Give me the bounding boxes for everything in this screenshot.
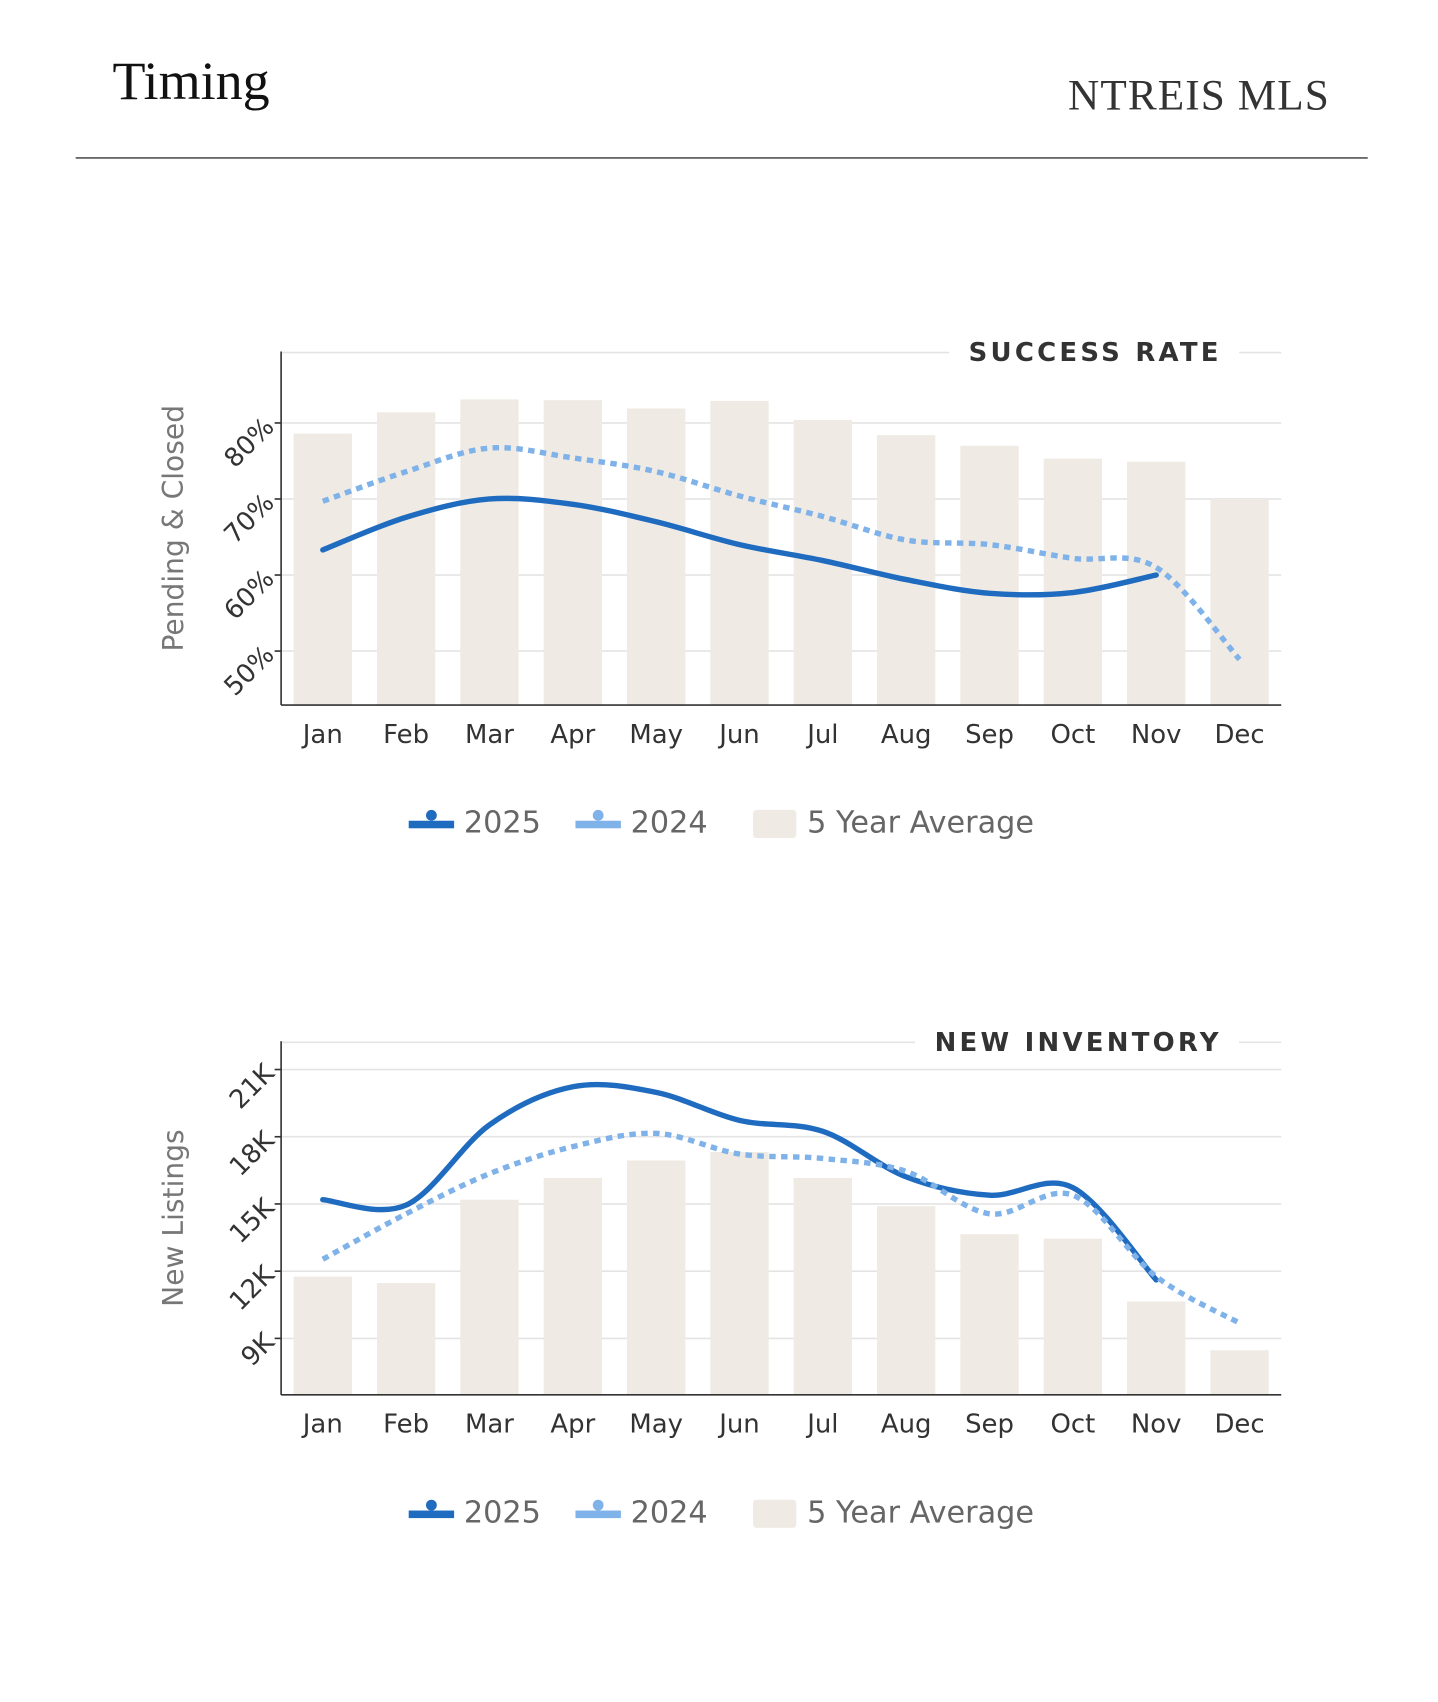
- title-backing: [915, 1025, 1240, 1061]
- x-tick-label: Nov: [1131, 1410, 1182, 1440]
- x-tick-label: May: [629, 720, 683, 750]
- x-tick-label: Feb: [383, 1410, 429, 1440]
- legend-dot: [592, 809, 604, 821]
- legend-swatch: [753, 1499, 797, 1528]
- x-tick-label: Apr: [550, 1410, 595, 1440]
- y-tick-label: 15K: [224, 1192, 281, 1249]
- legend-label: 5 Year Average: [807, 805, 1034, 840]
- chart-title: SUCCESS RATE: [969, 338, 1222, 368]
- y-axis-label: New Listings: [157, 1129, 190, 1306]
- bar: [960, 1234, 1019, 1395]
- x-tick-label: Mar: [465, 1410, 514, 1440]
- line-series: [320, 1081, 1159, 1283]
- bar: [710, 400, 769, 706]
- x-tick-label: May: [629, 1410, 683, 1440]
- bar: [877, 435, 936, 706]
- bar: [460, 399, 519, 706]
- title-backing: [949, 335, 1240, 371]
- bar: [877, 1206, 936, 1395]
- x-tick-label: Sep: [965, 720, 1014, 750]
- bar: [1043, 1238, 1103, 1395]
- y-tick-label: 9K: [236, 1327, 282, 1373]
- x-tick-label: Jul: [805, 1410, 838, 1440]
- y-tick-label: 18K: [224, 1125, 281, 1182]
- x-tick-label: Aug: [881, 1410, 932, 1440]
- x-tick-label: Jan: [301, 1410, 343, 1440]
- y-tick-label: 12K: [224, 1260, 281, 1317]
- y-tick-label: 70%: [219, 488, 281, 550]
- line-series: [320, 495, 1159, 598]
- y-tick-label: 60%: [219, 564, 281, 626]
- bar: [376, 1283, 436, 1395]
- x-tick-label: Oct: [1050, 720, 1095, 750]
- x-tick-label: Nov: [1131, 720, 1182, 750]
- legend-swatch: [408, 1510, 455, 1519]
- bar: [793, 1177, 853, 1395]
- x-tick-label: Jul: [805, 720, 838, 750]
- legend-label: 5 Year Average: [807, 1495, 1034, 1530]
- line-series: [321, 1130, 1241, 1326]
- legend-label: 2025: [464, 1495, 541, 1530]
- x-tick-label: Jan: [301, 720, 343, 750]
- bar: [293, 433, 352, 706]
- legend-dot: [425, 1499, 437, 1511]
- bar: [1210, 1350, 1269, 1395]
- x-tick-label: Jun: [717, 720, 760, 750]
- legend-swatch: [575, 820, 621, 829]
- x-tick-label: Dec: [1214, 1410, 1264, 1440]
- legend-dot: [592, 1499, 604, 1511]
- y-axis-label: Pending & Closed: [157, 405, 190, 652]
- bar: [376, 412, 436, 706]
- y-tick-label: 50%: [219, 640, 281, 702]
- source-label: NTREIS MLS: [1068, 71, 1330, 119]
- legend-swatch: [408, 820, 455, 829]
- legend-label: 2024: [631, 805, 708, 840]
- bar: [1210, 498, 1269, 706]
- bar: [543, 400, 602, 706]
- bar: [293, 1276, 352, 1395]
- line-series: [321, 444, 1242, 662]
- bar: [543, 1177, 602, 1395]
- bar: [960, 445, 1019, 706]
- page-title: Timing: [112, 51, 269, 111]
- x-tick-label: Sep: [965, 1410, 1014, 1440]
- y-tick-label: 21K: [224, 1058, 281, 1115]
- legend-label: 2024: [631, 1495, 708, 1530]
- y-tick-label: 80%: [219, 412, 281, 474]
- x-tick-label: Dec: [1214, 720, 1264, 750]
- bar: [1043, 458, 1103, 706]
- x-tick-label: Jun: [717, 1410, 760, 1440]
- bar: [460, 1199, 519, 1395]
- bar: [1127, 1301, 1186, 1395]
- x-tick-label: Feb: [383, 720, 429, 750]
- chart-title: NEW INVENTORY: [935, 1028, 1222, 1058]
- legend-swatch: [753, 809, 797, 839]
- legend-dot: [425, 809, 437, 821]
- bar: [710, 1151, 769, 1395]
- legend-swatch: [575, 1510, 621, 1519]
- x-tick-label: Oct: [1050, 1410, 1095, 1440]
- bar: [626, 1160, 686, 1395]
- x-tick-label: Apr: [550, 720, 595, 750]
- bar: [626, 408, 686, 706]
- legend-label: 2025: [464, 805, 541, 840]
- x-tick-label: Mar: [465, 720, 514, 750]
- x-tick-label: Aug: [881, 720, 932, 750]
